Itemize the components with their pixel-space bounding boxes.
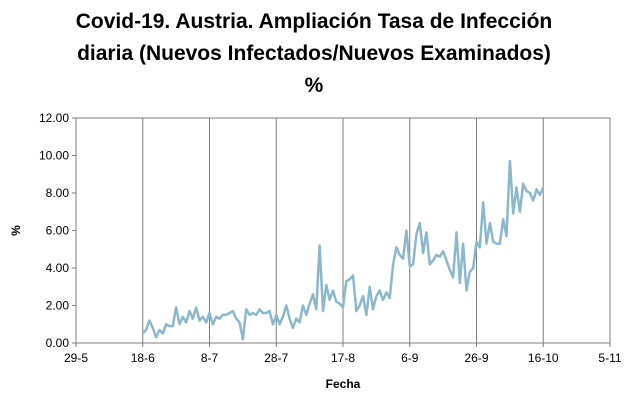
x-axis-ticks: 29-5 18-6 8-7 28-7 17-8 6-9 26-9 16-10 5-11 [64,343,622,365]
plot-frame [75,117,611,344]
y-tick-label: 2.00 [46,299,70,313]
x-tick-label: 6-9 [401,351,419,365]
x-tick-label: 29-5 [64,351,88,365]
grid-lines [142,118,544,343]
x-tick-label: 18-6 [131,351,155,365]
series-line-0 [141,159,545,341]
y-axis-ticks: 0.00 2.00 4.00 6.00 8.00 10.00 12.00 [39,111,76,350]
y-tick-label: 8.00 [46,186,70,200]
chart-title-line-3: % [304,74,324,97]
x-tick-label: 8-7 [201,351,219,365]
x-tick-label: 16-10 [528,351,559,365]
y-tick-label: 10.00 [39,149,69,163]
y-tick-label: 6.00 [46,224,70,238]
y-axis-title: % [9,225,23,236]
x-axis-title: Fecha [326,377,361,391]
x-tick-label: 26-9 [464,351,488,365]
y-tick-label: 4.00 [46,261,70,275]
y-tick-label: 0.00 [46,336,70,350]
series-layer [141,159,545,341]
chart-title-line-1: Covid-19. Austria. Ampliación Tasa de In… [75,10,553,33]
x-tick-label: 17-8 [331,351,355,365]
x-tick-label: 5-11 [598,351,621,365]
chart-title-line-2: diaria (Nuevos Infectados/Nuevos Examina… [77,42,551,65]
y-tick-label: 12.00 [39,111,69,125]
x-tick-label: 28-7 [264,351,288,365]
